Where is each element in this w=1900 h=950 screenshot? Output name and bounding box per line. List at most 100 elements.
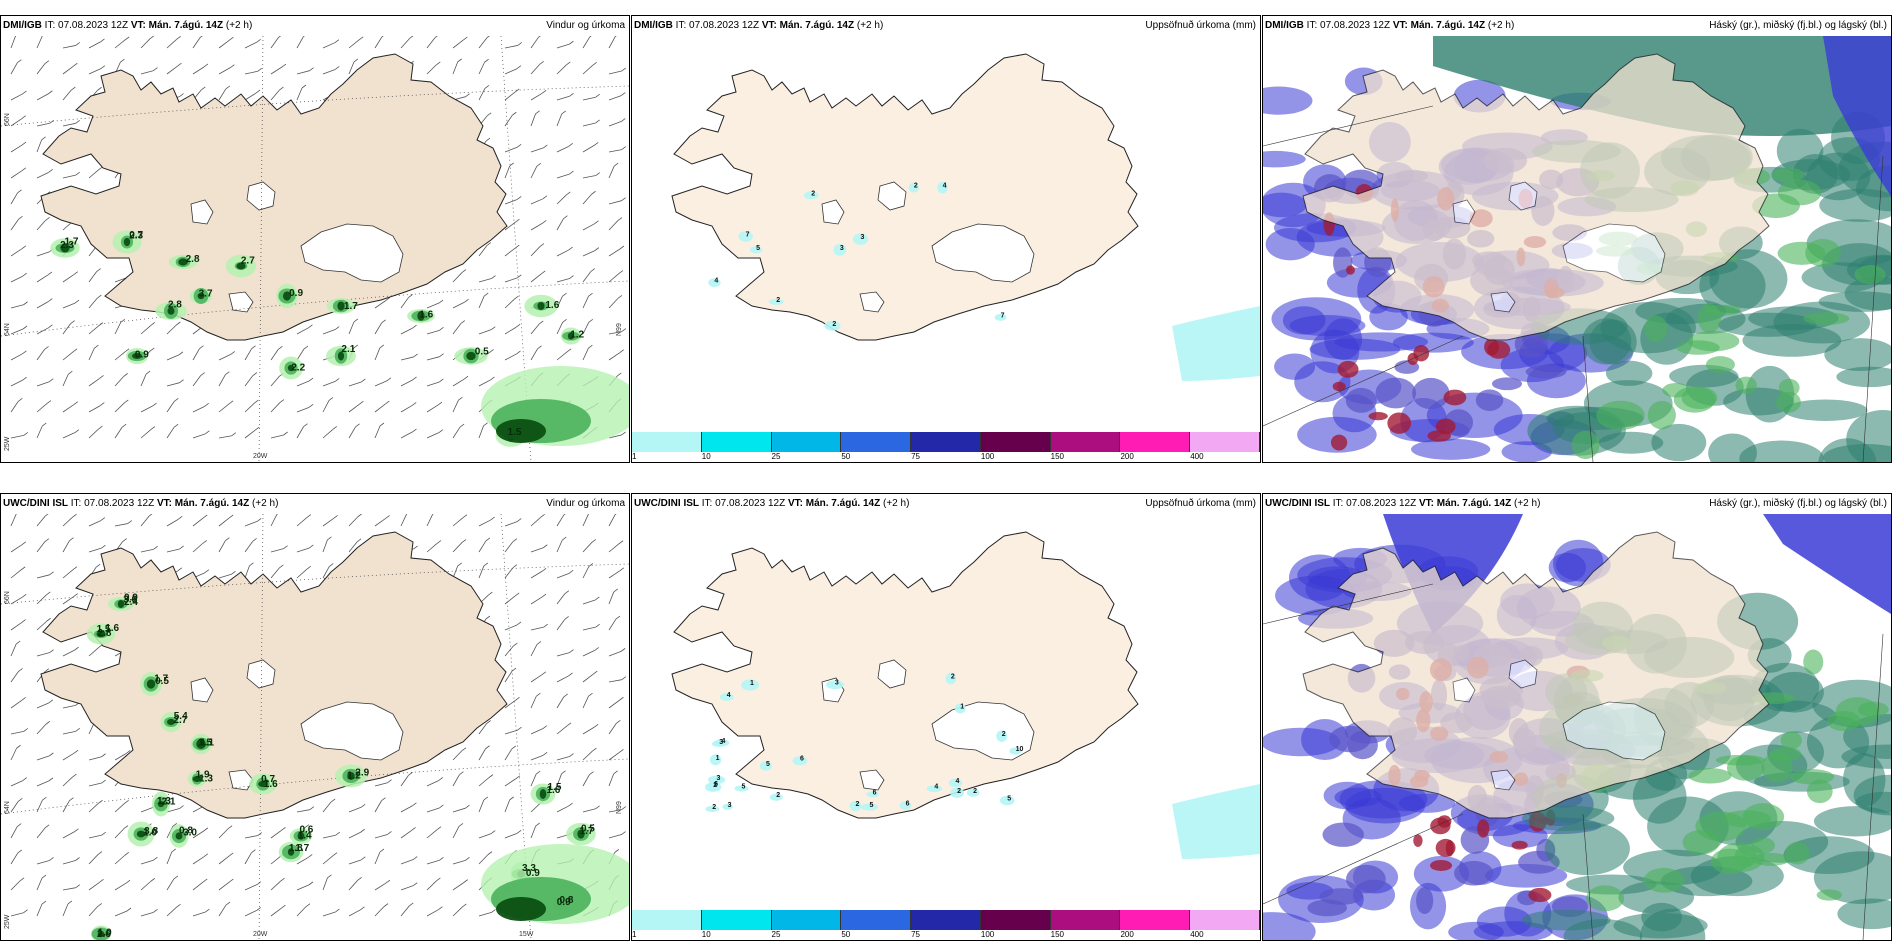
cloud-patch xyxy=(1662,382,1691,398)
panel-header: DMI/IGB IT: 07.08.2023 12Z VT: Mán. 7.ág… xyxy=(1,16,629,36)
glacier-outline xyxy=(859,769,885,791)
wind-barb xyxy=(62,752,75,761)
wind-barb xyxy=(140,881,151,891)
precip-value-label: 2 xyxy=(776,297,780,304)
precip-area xyxy=(866,791,879,798)
wind-barb xyxy=(426,859,440,865)
wind-barb xyxy=(296,547,310,553)
wind-barb-tick xyxy=(73,401,79,406)
wind-barb xyxy=(10,118,22,127)
wind-barb-tick xyxy=(334,39,340,44)
cloud-patch xyxy=(1346,265,1355,275)
colorbar-tick-label: 100 xyxy=(980,452,995,461)
cloud-patch xyxy=(1445,839,1454,857)
wind-barb xyxy=(10,379,23,387)
wind-barb-tick xyxy=(72,773,77,778)
wind-barb xyxy=(556,593,566,605)
wind-barb xyxy=(10,353,23,361)
wind-barb-tick xyxy=(176,903,181,908)
wind-barb-tick xyxy=(459,423,465,428)
wind-barb-tick xyxy=(252,538,257,542)
wind-barb xyxy=(88,297,98,309)
precip-value-label: 1.4 xyxy=(298,831,312,842)
wind-barb xyxy=(608,352,620,361)
precip-area xyxy=(705,805,720,812)
wind-barb xyxy=(556,278,570,283)
cloud-patch xyxy=(1708,433,1757,462)
wind-barb xyxy=(478,799,485,813)
init-time: 07.08.2023 12Z xyxy=(715,498,786,509)
cloud-patch xyxy=(1824,338,1891,371)
panel-header: DMI/IGB IT: 07.08.2023 12Z VT: Mán. 7.ág… xyxy=(1263,16,1891,36)
wind-barb-tick xyxy=(21,115,26,119)
wind-barb xyxy=(36,403,48,413)
wind-barb-tick xyxy=(49,119,54,124)
wind-barb xyxy=(36,755,50,761)
wind-barb xyxy=(374,380,388,387)
wind-barb xyxy=(166,426,175,439)
wind-barb xyxy=(452,426,461,439)
wind-barb xyxy=(452,39,464,49)
wind-barb-tick xyxy=(613,770,618,775)
vt-label: VT: xyxy=(130,20,146,31)
model-name: UWC/DINI ISL xyxy=(1265,498,1330,509)
wind-barb xyxy=(322,518,334,527)
wind-barb-tick xyxy=(307,854,313,858)
colorbar-tick-label: 1 xyxy=(632,930,637,939)
wind-barb xyxy=(36,251,50,257)
precip-value-label: 5 xyxy=(869,802,873,809)
wind-barb xyxy=(556,619,565,631)
wind-barb-tick xyxy=(328,397,334,401)
wind-barb xyxy=(270,830,282,839)
cloud-patch xyxy=(1324,318,1363,361)
colorbar-swatch xyxy=(980,910,1051,930)
wind-barb xyxy=(400,775,409,787)
glacier-outline xyxy=(877,659,907,689)
wind-barb xyxy=(88,405,101,413)
wind-barb-tick xyxy=(488,591,493,596)
wind-barb xyxy=(10,93,23,101)
cloud-patch xyxy=(1454,860,1494,886)
wind-barb xyxy=(10,700,22,709)
cloud-patch xyxy=(1413,834,1423,847)
colorbar-swatch xyxy=(911,432,981,452)
wind-barb-tick xyxy=(488,774,494,778)
wind-barb xyxy=(452,272,463,283)
precip-area xyxy=(996,730,1008,742)
precip-value-label: 0.9 xyxy=(557,897,571,908)
wind-barb xyxy=(556,696,565,709)
wind-barb-tick xyxy=(149,36,155,40)
wind-barb-tick xyxy=(561,110,566,115)
wind-barb-tick xyxy=(281,904,286,909)
wind-barb-tick xyxy=(100,402,105,406)
wind-barb xyxy=(348,321,355,335)
wind-barb xyxy=(478,777,490,787)
wind-barb xyxy=(608,751,620,761)
cloud-patch xyxy=(1487,340,1511,359)
wind-barb-tick xyxy=(101,753,106,758)
wind-barb xyxy=(244,375,254,387)
wind-barb-tick xyxy=(332,852,338,857)
wind-barb-tick xyxy=(485,745,490,750)
glacier-outline xyxy=(190,677,214,703)
wind-barb-tick xyxy=(564,590,570,594)
wind-barb xyxy=(530,246,541,257)
panel-title: Uppsöfnuð úrkoma (mm) xyxy=(1145,498,1256,509)
precip-area xyxy=(994,313,1007,321)
wind-barb xyxy=(10,144,23,153)
wind-barb xyxy=(452,906,463,917)
wind-barb-tick xyxy=(464,298,469,303)
wind-barb-tick xyxy=(41,874,47,879)
wind-barb xyxy=(582,250,596,257)
wind-barb xyxy=(296,517,308,527)
wind-barb xyxy=(530,166,538,179)
wind-barb xyxy=(348,806,362,813)
wind-barb xyxy=(36,515,46,527)
wind-barb xyxy=(504,778,517,787)
glacier-outline xyxy=(1490,769,1516,791)
wind-barb xyxy=(452,400,459,413)
wind-barb-tick xyxy=(152,402,157,407)
precip-area xyxy=(750,246,763,254)
precip-value-label: 4 xyxy=(934,784,938,791)
wind-barb-tick xyxy=(512,111,517,116)
